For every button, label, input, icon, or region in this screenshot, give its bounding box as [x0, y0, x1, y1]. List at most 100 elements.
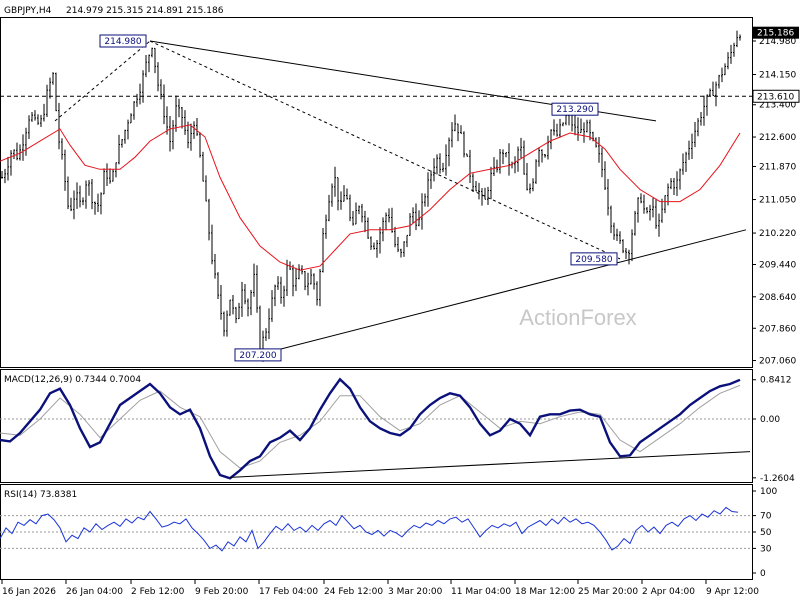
- candle: [550, 129, 552, 150]
- candle: [160, 79, 162, 100]
- candle: [682, 153, 684, 175]
- candle: [247, 298, 249, 317]
- candle: [31, 111, 33, 122]
- candle: [235, 306, 237, 324]
- candle: [25, 127, 27, 156]
- candle: [328, 194, 330, 222]
- candle: [715, 81, 717, 107]
- candles: [1, 30, 741, 362]
- candle: [130, 113, 132, 124]
- candle: [292, 264, 294, 297]
- candle: [58, 102, 60, 150]
- x-tick-label: 9 Feb 20:00: [195, 587, 249, 597]
- candle: [316, 281, 318, 306]
- candle: [64, 149, 66, 191]
- candle: [730, 44, 732, 64]
- candle: [655, 198, 657, 229]
- candle: [112, 169, 114, 182]
- candle: [229, 299, 231, 316]
- candle: [637, 197, 639, 223]
- candle: [322, 228, 324, 273]
- level-line-marker: 213.610: [752, 89, 800, 103]
- candle: [622, 239, 624, 254]
- candle: [616, 228, 618, 242]
- candle: [679, 168, 681, 190]
- candle: [217, 272, 219, 299]
- x-tick-label: 2 Feb 12:00: [131, 587, 185, 597]
- candle: [631, 229, 633, 262]
- candle: [79, 185, 81, 208]
- current-price-box: [753, 26, 799, 39]
- candle: [220, 284, 222, 320]
- candle: [403, 241, 405, 257]
- candle: [400, 248, 402, 258]
- candle: [163, 84, 165, 125]
- candle: [55, 72, 57, 112]
- candle: [673, 178, 675, 195]
- candle: [181, 107, 183, 129]
- candle: [352, 211, 354, 226]
- price-y-tick-label: 214.980: [759, 37, 796, 47]
- candle: [109, 168, 111, 184]
- candle: [574, 114, 576, 136]
- candle: [475, 181, 477, 192]
- candle: [133, 101, 135, 120]
- x-tick-label: 18 Mar 12:00: [515, 587, 575, 597]
- candle: [184, 110, 186, 135]
- candle: [13, 149, 15, 160]
- candle: [586, 119, 588, 133]
- candle: [610, 205, 612, 234]
- candle: [676, 171, 678, 197]
- candle: [460, 125, 462, 134]
- candle: [274, 284, 276, 307]
- candle: [457, 123, 459, 142]
- candle: [169, 116, 171, 152]
- candle: [196, 117, 198, 136]
- candle: [277, 276, 279, 290]
- candle: [640, 193, 642, 204]
- candle: [97, 193, 99, 213]
- candle: [493, 157, 495, 177]
- price-label-box: [99, 34, 147, 48]
- price-y-tick-label: 211.870: [759, 162, 796, 172]
- macd-signal-line: [0, 384, 741, 469]
- candle: [232, 294, 234, 315]
- candle: [421, 193, 423, 230]
- price-label-213.290: 213.290: [551, 102, 599, 116]
- candle: [250, 289, 252, 316]
- rsi-header: RSI(14) 73.8381: [4, 490, 77, 500]
- candle: [685, 151, 687, 173]
- price-y-tick-label: 209.440: [759, 261, 796, 271]
- candle: [517, 146, 519, 172]
- candle: [349, 194, 351, 222]
- candle: [205, 175, 207, 202]
- candle: [367, 217, 369, 239]
- candle: [67, 176, 69, 210]
- candle: [721, 67, 723, 83]
- candle: [88, 180, 90, 196]
- price-label-text: 207.200: [239, 351, 276, 361]
- price-y-tick-label: 207.060: [759, 357, 796, 367]
- candle: [529, 183, 531, 194]
- candle: [607, 178, 609, 216]
- candle: [34, 110, 36, 121]
- candle: [154, 47, 156, 74]
- candle: [151, 47, 153, 58]
- candle: [523, 140, 525, 175]
- candle: [427, 172, 429, 207]
- candle: [283, 285, 285, 307]
- candle: [340, 191, 342, 210]
- rsi-layer: [0, 506, 752, 552]
- candle: [541, 149, 543, 163]
- candle: [628, 249, 630, 265]
- candle: [658, 213, 660, 237]
- candle: [244, 284, 246, 305]
- candle: [307, 272, 309, 296]
- candle: [49, 77, 51, 99]
- candle: [124, 129, 126, 144]
- candle: [664, 195, 666, 214]
- current-price-marker: 215.186: [753, 26, 799, 39]
- candle: [469, 149, 471, 183]
- price-label-207.200: 207.200: [234, 348, 282, 362]
- candle: [103, 168, 105, 195]
